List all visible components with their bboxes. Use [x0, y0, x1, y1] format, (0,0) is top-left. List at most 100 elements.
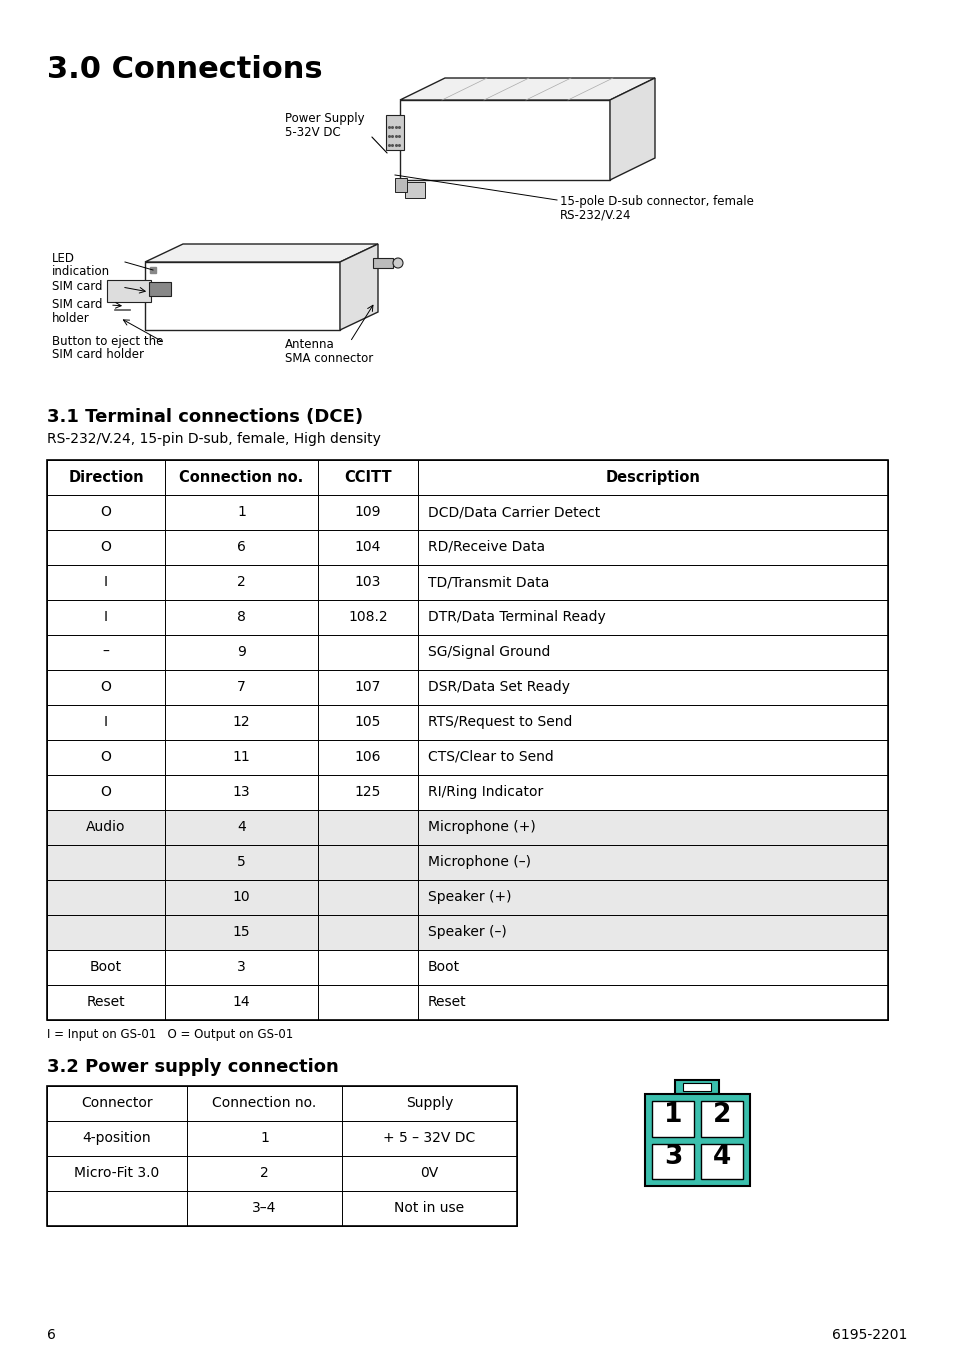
- Text: 3–4: 3–4: [252, 1201, 276, 1215]
- Text: DSR/Data Set Ready: DSR/Data Set Ready: [428, 680, 569, 694]
- Text: 7: 7: [237, 680, 246, 694]
- Text: 2: 2: [237, 576, 246, 589]
- Text: Connector: Connector: [81, 1096, 152, 1111]
- Text: RS-232/V.24: RS-232/V.24: [559, 209, 631, 222]
- Text: Speaker (+): Speaker (+): [428, 890, 511, 904]
- Text: 105: 105: [355, 715, 381, 730]
- Text: SIM card: SIM card: [52, 280, 102, 293]
- Bar: [47, 880, 887, 915]
- Text: Button to eject the: Button to eject the: [52, 335, 163, 349]
- Text: 6: 6: [236, 540, 246, 554]
- Text: Power Supply: Power Supply: [285, 112, 364, 126]
- Text: 13: 13: [233, 785, 250, 798]
- Polygon shape: [399, 100, 609, 180]
- Text: 15-pole D-sub connector, female: 15-pole D-sub connector, female: [559, 195, 753, 208]
- Polygon shape: [405, 182, 424, 199]
- Polygon shape: [145, 245, 377, 262]
- Text: 2: 2: [712, 1102, 730, 1128]
- Text: Reset: Reset: [87, 994, 125, 1009]
- Text: 3.2 Power supply connection: 3.2 Power supply connection: [47, 1058, 338, 1075]
- Text: 10: 10: [233, 890, 250, 904]
- Text: 4: 4: [712, 1144, 730, 1170]
- Bar: [47, 740, 887, 775]
- Text: O: O: [100, 785, 112, 798]
- Text: indication: indication: [52, 265, 110, 278]
- Bar: [47, 530, 887, 565]
- Text: 108.2: 108.2: [348, 611, 388, 624]
- Text: DCD/Data Carrier Detect: DCD/Data Carrier Detect: [428, 505, 599, 519]
- Bar: [386, 115, 403, 150]
- Text: holder: holder: [52, 312, 90, 326]
- Text: CCITT: CCITT: [344, 470, 392, 485]
- Bar: [682, 1084, 711, 1092]
- Text: 6195-2201: 6195-2201: [831, 1328, 906, 1342]
- Text: 106: 106: [355, 750, 381, 765]
- Bar: [47, 915, 887, 950]
- Polygon shape: [107, 280, 151, 303]
- Bar: [651, 1101, 693, 1136]
- Text: Reset: Reset: [428, 994, 466, 1009]
- Text: TD/Transmit Data: TD/Transmit Data: [428, 576, 549, 589]
- Text: I: I: [104, 715, 108, 730]
- Text: 109: 109: [355, 505, 381, 519]
- Text: Antenna: Antenna: [285, 338, 335, 351]
- Text: DTR/Data Terminal Ready: DTR/Data Terminal Ready: [428, 611, 605, 624]
- Bar: [47, 950, 887, 985]
- Text: Microphone (–): Microphone (–): [428, 855, 531, 869]
- Text: SMA connector: SMA connector: [285, 353, 373, 365]
- Text: 15: 15: [233, 925, 250, 939]
- Text: I: I: [104, 611, 108, 624]
- Text: 4: 4: [237, 820, 246, 834]
- Polygon shape: [609, 78, 655, 180]
- Bar: [47, 1156, 517, 1192]
- Bar: [47, 705, 887, 740]
- Text: I = Input on GS-01   O = Output on GS-01: I = Input on GS-01 O = Output on GS-01: [47, 1028, 293, 1042]
- Text: 104: 104: [355, 540, 381, 554]
- Text: RI/Ring Indicator: RI/Ring Indicator: [428, 785, 542, 798]
- Text: O: O: [100, 505, 112, 519]
- Text: 1: 1: [663, 1102, 681, 1128]
- Text: Speaker (–): Speaker (–): [428, 925, 506, 939]
- Text: 8: 8: [236, 611, 246, 624]
- Polygon shape: [373, 258, 393, 267]
- Bar: [47, 775, 887, 811]
- Bar: [47, 844, 887, 880]
- Bar: [47, 459, 887, 1020]
- Bar: [47, 1121, 517, 1156]
- Text: 125: 125: [355, 785, 381, 798]
- Bar: [47, 670, 887, 705]
- Circle shape: [393, 258, 402, 267]
- Text: Not in use: Not in use: [394, 1201, 464, 1215]
- Polygon shape: [339, 245, 377, 330]
- Bar: [675, 1079, 719, 1094]
- Text: CTS/Clear to Send: CTS/Clear to Send: [428, 750, 553, 765]
- Text: Micro-Fit 3.0: Micro-Fit 3.0: [74, 1166, 159, 1179]
- Text: 1: 1: [260, 1131, 269, 1146]
- Text: 3: 3: [237, 961, 246, 974]
- Text: –: –: [103, 644, 110, 659]
- Text: 3: 3: [663, 1144, 681, 1170]
- Polygon shape: [145, 262, 339, 330]
- Bar: [47, 811, 887, 844]
- Text: SIM card holder: SIM card holder: [52, 349, 144, 361]
- Bar: [47, 635, 887, 670]
- Bar: [47, 985, 887, 1020]
- Text: 14: 14: [233, 994, 250, 1009]
- Text: SIM card: SIM card: [52, 299, 102, 311]
- Text: LED: LED: [52, 253, 75, 265]
- Bar: [395, 178, 407, 192]
- Text: 11: 11: [233, 750, 250, 765]
- Text: Boot: Boot: [428, 961, 459, 974]
- Text: 1: 1: [236, 505, 246, 519]
- Text: RTS/Request to Send: RTS/Request to Send: [428, 715, 572, 730]
- Text: 107: 107: [355, 680, 381, 694]
- Text: 5-32V DC: 5-32V DC: [285, 126, 340, 139]
- Text: 0V: 0V: [420, 1166, 438, 1179]
- Bar: [47, 565, 887, 600]
- Bar: [700, 1143, 742, 1179]
- Bar: [651, 1143, 693, 1179]
- Text: 3.0 Connections: 3.0 Connections: [47, 55, 322, 84]
- Text: Description: Description: [605, 470, 700, 485]
- Bar: [700, 1101, 742, 1136]
- Text: Microphone (+): Microphone (+): [428, 820, 536, 834]
